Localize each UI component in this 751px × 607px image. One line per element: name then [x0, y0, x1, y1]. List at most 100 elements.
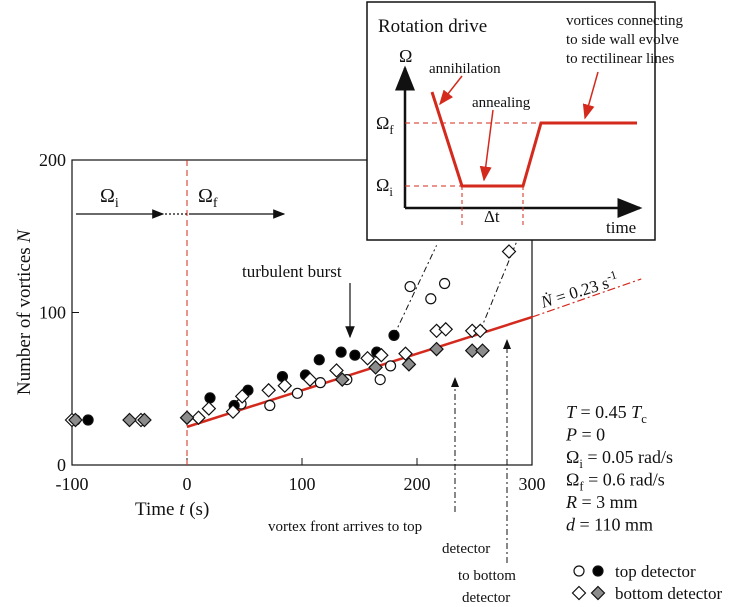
- point: [302, 372, 318, 387]
- inset-level: Ωf: [376, 113, 394, 137]
- point: [201, 401, 217, 416]
- point: [368, 360, 383, 375]
- guide-line: [393, 245, 438, 336]
- parameter-part: = 0.05 rad/s: [583, 447, 673, 467]
- point: [225, 404, 241, 419]
- inset-arrow: [479, 109, 494, 182]
- point: [360, 350, 375, 366]
- point: [137, 412, 152, 428]
- front-label: vortex front arrives to top: [268, 519, 422, 535]
- fit-label-part: = 0.23 s: [549, 273, 611, 308]
- inset-label: Δt: [484, 207, 500, 226]
- omega-label: Ωf: [198, 185, 218, 211]
- inset-level-part: Ω: [376, 113, 389, 133]
- fit-extension: [531, 278, 642, 318]
- point: [264, 399, 276, 412]
- point: [438, 321, 454, 337]
- inset-label: vortices connecting: [566, 13, 684, 29]
- parameter: P = 0: [565, 425, 605, 445]
- legend-marker: [590, 585, 606, 601]
- parameter: T = 0.45 Tc: [566, 402, 647, 426]
- inset-level: Ωi: [376, 175, 393, 199]
- fit-label: Ṅ = 0.23 s-1: [537, 267, 621, 312]
- omega-label-part: i: [115, 196, 119, 211]
- guide-line: [479, 240, 518, 331]
- parameter-part: = 3 mm: [577, 492, 638, 512]
- parameter-part: c: [641, 412, 647, 426]
- point: [122, 412, 137, 428]
- inset-level-part: Ω: [376, 175, 389, 195]
- x-tick-label: 200: [404, 474, 431, 494]
- y-axis-label-part: Number of vortices: [14, 243, 35, 395]
- point: [472, 323, 488, 339]
- point: [464, 343, 480, 358]
- y-tick-label: 100: [39, 303, 66, 323]
- parameter-part: = 0.45: [576, 402, 631, 422]
- omega-label-part: Ω: [100, 185, 115, 207]
- parameter: Ωi = 0.05 rad/s: [566, 447, 673, 471]
- point: [374, 347, 389, 363]
- inset-y-label: Ω: [399, 46, 412, 66]
- legend-marker: [592, 565, 604, 577]
- inset-label: to side wall evolve: [566, 32, 679, 48]
- legend-label: bottom detector: [615, 584, 723, 603]
- parameter-part: Ω: [566, 447, 579, 467]
- parameter-part: T: [566, 402, 578, 422]
- point: [398, 346, 413, 362]
- point: [349, 349, 361, 361]
- point: [501, 244, 517, 259]
- omega-label: Ωi: [100, 185, 119, 211]
- point: [261, 382, 276, 398]
- x-axis-label-part: Time: [135, 499, 179, 520]
- inset-level-part: i: [389, 185, 393, 199]
- point: [429, 341, 444, 357]
- parameter-part: T: [631, 402, 643, 422]
- front-label: detector: [442, 541, 490, 557]
- y-tick-label: 200: [39, 150, 66, 170]
- parameter-part: = 0: [577, 425, 605, 445]
- legend-marker: [571, 585, 587, 601]
- x-axis-label-part: t: [179, 499, 185, 520]
- parameter: d = 110 mm: [566, 515, 653, 535]
- point: [335, 346, 347, 358]
- fit-label-part: -1: [605, 267, 619, 283]
- point: [425, 293, 437, 305]
- x-tick-label: -100: [56, 474, 89, 494]
- legend-label: top detector: [615, 562, 696, 581]
- parameter-part: P: [565, 425, 577, 445]
- x-tick-label: 300: [519, 474, 546, 494]
- parameter: R = 3 mm: [565, 492, 638, 512]
- inset-arrow: [439, 75, 463, 106]
- point: [388, 329, 400, 341]
- y-tick-label: 0: [57, 455, 66, 475]
- point: [384, 360, 397, 372]
- omega-label-part: Ω: [198, 185, 213, 207]
- parameter-part: = 110 mm: [575, 515, 653, 535]
- inset-x-label: time: [606, 218, 636, 237]
- point: [234, 389, 250, 404]
- parameter-part: R: [565, 492, 577, 512]
- plot-area: [64, 159, 642, 466]
- parameter-part: Ω: [566, 470, 579, 490]
- x-axis-label-part: (s): [184, 499, 209, 520]
- inset-label: annihilation: [429, 61, 501, 77]
- point: [82, 414, 94, 426]
- point: [191, 410, 206, 426]
- burst-label: turbulent burst: [242, 262, 342, 281]
- point: [291, 387, 303, 399]
- parameter-part: f: [579, 480, 584, 494]
- parameter-part: d: [566, 515, 576, 535]
- x-tick-label: 100: [289, 474, 316, 494]
- parameter: Ωf = 0.6 rad/s: [566, 470, 665, 494]
- point: [68, 412, 83, 428]
- y-axis-label: Number of vortices N: [14, 229, 35, 395]
- legend-marker: [573, 565, 585, 577]
- front-label: detector: [462, 590, 510, 606]
- point: [401, 357, 417, 372]
- point: [329, 363, 344, 378]
- omega-label-part: f: [213, 196, 218, 211]
- inset-level-part: f: [389, 123, 394, 137]
- inset-arrow: [582, 71, 599, 120]
- inset-title: Rotation drive: [378, 16, 487, 37]
